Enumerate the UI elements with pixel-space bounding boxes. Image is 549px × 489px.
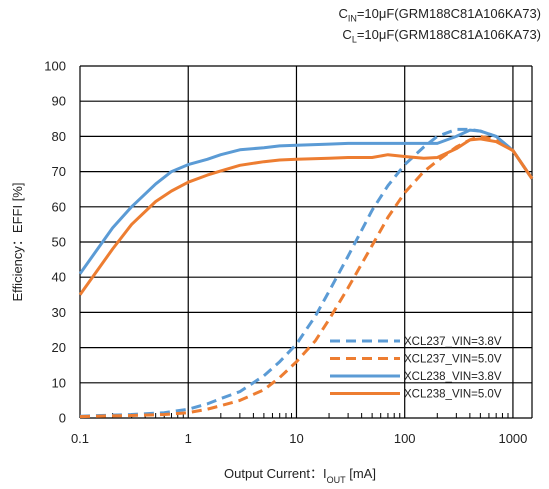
series-layer [78,127,534,419]
y-tick-label: 40 [52,270,66,285]
x-tick-label: 10 [289,431,303,446]
series-line [78,128,534,275]
y-tick-label: 30 [52,305,66,320]
y-tick-label: 90 [52,94,66,109]
y-tick-label: 70 [52,164,66,179]
y-tick-label: 80 [52,129,66,144]
tick-labels: 0 10 20 30 40 50 60 70 80 90 100 0.1 1 10 100 1000 [44,59,527,447]
y-tick-label: 10 [52,375,66,390]
cl-condition-label: CL=10μF(GRM188C81A106KA73) [342,27,541,45]
x-tick-label: 1000 [498,431,527,446]
y-tick-label: 50 [52,235,66,250]
chart-legend: XCL237_VIN=3.8V XCL237_VIN=5.0V XCL238_VIN… [330,336,502,401]
x-axis-label: Output Current：IOUT [mA] [224,466,376,485]
y-tick-label: 0 [59,411,66,426]
y-tick-label: 100 [44,59,66,74]
legend-label: XCL238_VIN=5.0V [404,389,502,401]
cin-condition-label: CIN=10μF(GRM188C81A106KA73) [338,6,541,24]
legend-label: XCL237_VIN=3.8V [404,336,502,348]
x-tick-label: 1 [185,431,192,446]
y-axis-label: Efficiency：EFFI [%] [10,183,25,302]
legend-label: XCL238_VIN=3.8V [404,371,502,383]
x-tick-label: 0.1 [71,431,89,446]
legend-label: XCL237_VIN=5.0V [404,354,502,366]
y-tick-label: 20 [52,340,66,355]
y-tick-label: 60 [52,199,66,214]
series-line [78,137,534,296]
x-tick-label: 100 [394,431,416,446]
